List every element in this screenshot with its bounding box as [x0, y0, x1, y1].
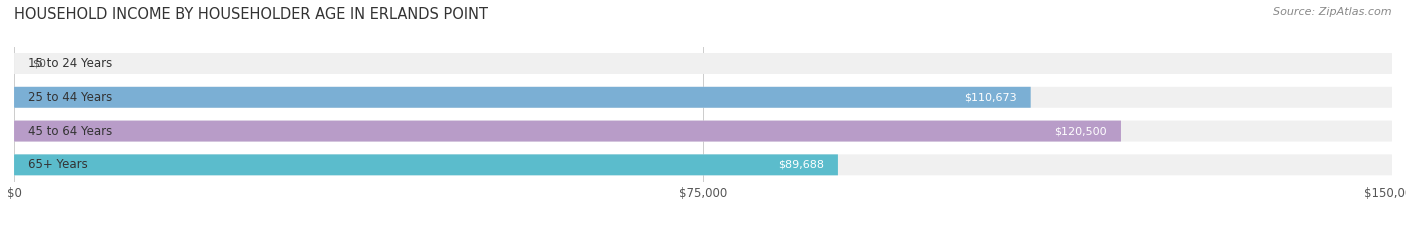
Text: Source: ZipAtlas.com: Source: ZipAtlas.com — [1274, 7, 1392, 17]
Text: $89,688: $89,688 — [778, 160, 824, 170]
Text: 45 to 64 Years: 45 to 64 Years — [28, 125, 112, 137]
Text: $120,500: $120,500 — [1054, 126, 1107, 136]
Text: 65+ Years: 65+ Years — [28, 158, 87, 171]
Text: $110,673: $110,673 — [965, 92, 1017, 102]
FancyBboxPatch shape — [14, 154, 1392, 175]
FancyBboxPatch shape — [14, 53, 1392, 74]
Text: $0: $0 — [32, 58, 46, 69]
FancyBboxPatch shape — [14, 87, 1031, 108]
Text: 25 to 44 Years: 25 to 44 Years — [28, 91, 112, 104]
Text: 15 to 24 Years: 15 to 24 Years — [28, 57, 112, 70]
FancyBboxPatch shape — [14, 121, 1121, 141]
FancyBboxPatch shape — [14, 121, 1392, 141]
Text: HOUSEHOLD INCOME BY HOUSEHOLDER AGE IN ERLANDS POINT: HOUSEHOLD INCOME BY HOUSEHOLDER AGE IN E… — [14, 7, 488, 22]
FancyBboxPatch shape — [14, 87, 1392, 108]
FancyBboxPatch shape — [14, 154, 838, 175]
